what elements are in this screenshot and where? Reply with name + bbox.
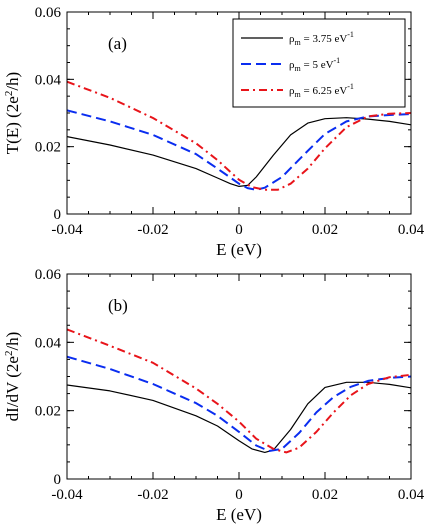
y-tick-label: 0.02	[35, 404, 61, 420]
legend-value: = 6.25 eV	[301, 85, 348, 97]
series-line-2	[67, 355, 411, 452]
y-axis-title-end: /h)	[3, 332, 22, 351]
y-tick-label: 0.04	[35, 72, 62, 88]
legend-label-3: ρm = 6.25 eV-1	[289, 82, 354, 99]
legend-subscript: m	[295, 90, 302, 99]
series-line-2	[67, 109, 411, 191]
plot-frame	[66, 11, 412, 215]
series-line-1	[67, 381, 411, 453]
legend-rho: ρ	[289, 59, 295, 71]
plot-frame	[66, 273, 412, 480]
x-axis-title: E (eV)	[216, 240, 262, 259]
y-tick-label: 0.04	[35, 335, 62, 351]
legend-superscript: -1	[347, 30, 354, 39]
series-line-3	[67, 328, 411, 454]
legend-rho: ρ	[289, 33, 295, 45]
x-tick-label: 0.02	[312, 487, 338, 503]
legend-value: = 5 eV	[301, 59, 334, 71]
y-tick-label: 0	[54, 472, 62, 488]
legend-superscript: -1	[334, 56, 341, 65]
series-line-3	[67, 80, 411, 191]
y-axis-title: T(E) (2e2/h)	[3, 72, 22, 154]
x-tick-label: -0.02	[137, 487, 168, 503]
x-tick-label: 0	[235, 487, 243, 503]
legend: ρm = 3.75 eV-1ρm = 5 eV-1ρm = 6.25 eV-1	[232, 18, 406, 108]
x-tick-label: 0.02	[312, 222, 338, 238]
y-axis-title-main: dI/dV (2e	[3, 356, 22, 421]
y-tick-label: 0.06	[35, 5, 62, 21]
legend-rho: ρ	[289, 85, 295, 97]
legend-label-2: ρm = 5 eV-1	[289, 56, 340, 73]
panel-a: -0.04 -0.02 0 0.02 0.04 0 0.02 0.04 0.06 (a) E (eV…	[3, 5, 425, 259]
x-tick-label: -0.02	[137, 222, 168, 238]
y-axis-title-sup: 2	[3, 351, 15, 357]
legend-superscript: -1	[347, 82, 354, 91]
legend-subscript: m	[295, 64, 302, 73]
y-axis-title-main: T(E) (2e	[3, 96, 22, 154]
series-line-1	[67, 117, 411, 187]
y-tick-label: 0.06	[35, 267, 62, 283]
x-tick-label: 0	[235, 222, 243, 238]
x-axis-title: E (eV)	[216, 505, 262, 524]
x-tick-label: 0.04	[398, 222, 425, 238]
legend-value: = 3.75 eV	[301, 33, 348, 45]
panel-label: (b)	[108, 296, 128, 315]
y-axis-title: dI/dV (2e2/h)	[3, 332, 22, 422]
y-tick-label: 0	[54, 207, 62, 223]
x-tick-label: -0.04	[51, 222, 83, 238]
y-axis-title-end: /h)	[3, 72, 22, 91]
y-tick-label: 0.02	[35, 140, 61, 156]
legend-subscript: m	[295, 38, 302, 47]
panel-b: -0.04 -0.02 0 0.02 0.04 0 0.02 0.04 0.06 (b) E (eV…	[3, 267, 425, 524]
y-axis-title-sup: 2	[3, 91, 15, 97]
legend-label-1: ρm = 3.75 eV-1	[289, 30, 354, 47]
panel-label: (a)	[108, 34, 127, 53]
x-tick-label: -0.04	[51, 487, 83, 503]
x-tick-label: 0.04	[398, 487, 425, 503]
